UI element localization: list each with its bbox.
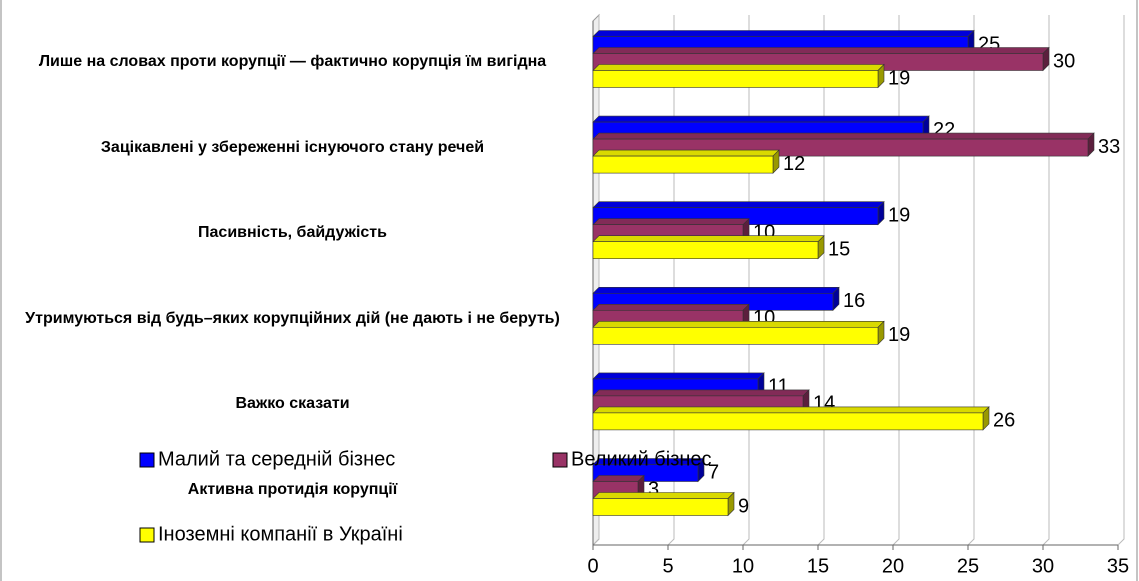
grid-line (817, 15, 825, 546)
category-label: Важко сказати (235, 395, 350, 413)
grid-line (667, 15, 675, 546)
value-label: 30 (1053, 50, 1075, 72)
bar (592, 491, 735, 517)
x-tick-label: 5 (662, 555, 673, 577)
x-tick-label: 35 (1107, 555, 1129, 577)
category-label: Зацікавлені у збереженні існуючого стану… (100, 138, 485, 156)
category-label: Пасивність, байдужість (198, 224, 387, 242)
category-label: Активна протидія корупції (187, 481, 398, 498)
category-label: Лише на словах проти корупції — фактично… (38, 53, 547, 70)
grid-line (892, 15, 900, 546)
x-tick-label: 30 (1032, 555, 1054, 577)
category-label: Утримуються від будь–яких корупційних ді… (25, 309, 560, 327)
legend-swatch (552, 452, 568, 468)
value-label: 26 (993, 410, 1015, 432)
legend-label: Великий бізнес (571, 448, 712, 470)
value-label: 19 (888, 204, 910, 226)
x-tick-label: 25 (957, 555, 979, 577)
grid-line (742, 15, 750, 546)
grid-line (967, 15, 975, 546)
legend-swatch (139, 452, 155, 468)
grid-line (592, 15, 600, 546)
x-tick-label: 20 (882, 555, 904, 577)
value-label: 33 (1098, 136, 1120, 158)
value-label: 19 (888, 67, 910, 89)
x-tick-label: 0 (587, 555, 598, 577)
value-label: 7 (708, 461, 719, 483)
legend-label: Іноземні компанії в Україні (158, 523, 403, 545)
value-label: 9 (738, 495, 749, 517)
grid-line (1042, 15, 1050, 546)
legend-label: Малий та середній бізнес (158, 448, 395, 470)
value-label: 19 (888, 324, 910, 346)
bar (592, 320, 885, 346)
bar (592, 149, 780, 174)
x-tick-label: 10 (732, 555, 754, 577)
value-label: 16 (843, 290, 865, 312)
value-label: 15 (828, 238, 850, 260)
value-label: 3 (648, 478, 659, 500)
x-tick-label: 15 (807, 555, 829, 577)
legend-swatch (139, 527, 155, 543)
bar (592, 406, 990, 431)
bar (592, 200, 885, 226)
bar (592, 63, 885, 89)
value-label: 12 (783, 153, 805, 175)
bar (592, 234, 825, 260)
grid-line (1117, 15, 1125, 546)
